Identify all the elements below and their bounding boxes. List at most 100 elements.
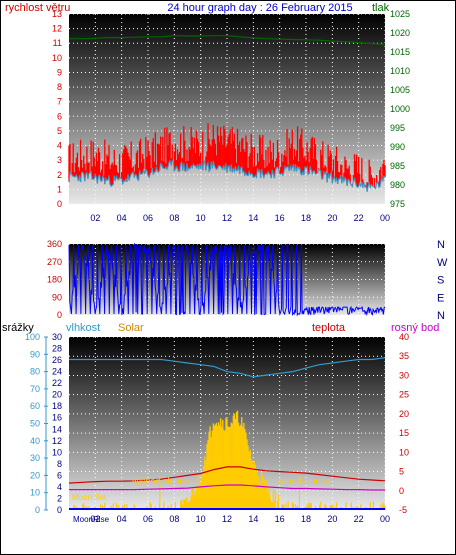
rain-tick-label: 90 xyxy=(30,349,40,359)
rain-tick-label: 70 xyxy=(30,384,40,394)
humidity-tick-label: 16 xyxy=(52,413,62,423)
time-tick-label: 12 xyxy=(222,514,232,524)
rain-tick-label: 0 xyxy=(35,505,40,515)
pressure-tick-label: 990 xyxy=(390,142,405,152)
pressure-tick-label: 1010 xyxy=(390,66,410,76)
time-tick-label: 16 xyxy=(275,514,285,524)
sunset-label: západ slunce xyxy=(277,476,330,486)
time-tick-label: 14 xyxy=(248,213,258,223)
pressure-tick-label: 1025 xyxy=(390,9,410,19)
humidity-tick-label: 10 xyxy=(52,447,62,457)
wind-tick-label: 9 xyxy=(57,67,62,77)
rain-tick-label: 30 xyxy=(30,453,40,463)
humidity-tick-label: 8 xyxy=(57,459,62,469)
wind-average-line xyxy=(68,159,386,192)
humidity-axis-label: vlhkost xyxy=(66,322,100,334)
direction-tick-label: 180 xyxy=(47,275,62,285)
compass-label: W xyxy=(437,257,448,269)
humidity-tick-label: 0 xyxy=(57,505,62,515)
time-tick-label: 06 xyxy=(143,514,153,524)
time-tick-label: 18 xyxy=(301,213,311,223)
time-tick-label: 22 xyxy=(354,213,364,223)
temperature-tick-label: 25 xyxy=(399,390,409,400)
time-tick-label: 02 xyxy=(90,514,100,524)
temperature-tick-label: -5 xyxy=(399,505,407,515)
pressure-line xyxy=(69,35,386,45)
wind-tick-label: 7 xyxy=(57,97,62,107)
pressure-tick-label: 1005 xyxy=(390,85,410,95)
solar-axis-label: Solar xyxy=(118,322,144,334)
wind-tick-label: 8 xyxy=(57,82,62,92)
temperature-tick-label: 20 xyxy=(399,409,409,419)
rain-tick-label: 10 xyxy=(30,488,40,498)
rain-tick-label: 20 xyxy=(30,470,40,480)
humidity-tick-label: 14 xyxy=(52,424,62,434)
wind-tick-label: 6 xyxy=(57,111,62,121)
time-tick-label: 20 xyxy=(327,213,337,223)
rain-axis-label: srážky xyxy=(2,322,34,334)
wind-axis-label: rychlost větru xyxy=(5,2,70,14)
rain-tick-label: 60 xyxy=(30,401,40,411)
humidity-tick-label: 4 xyxy=(57,482,62,492)
humidity-line xyxy=(69,357,386,378)
grid-layer xyxy=(69,13,386,511)
pressure-tick-label: 1015 xyxy=(390,47,410,57)
series-layer xyxy=(68,35,386,510)
pressure-tick-label: 975 xyxy=(390,199,405,209)
rain-tick-label: 80 xyxy=(30,367,40,377)
humidity-tick-label: 24 xyxy=(52,367,62,377)
time-tick-label: 14 xyxy=(248,514,258,524)
direction-tick-label: 90 xyxy=(52,292,62,302)
pressure-tick-label: 1020 xyxy=(390,28,410,38)
wind-tick-label: 12 xyxy=(52,24,62,34)
pressure-tick-label: 995 xyxy=(390,123,405,133)
temperature-tick-label: 10 xyxy=(399,447,409,457)
time-tick-label: 10 xyxy=(196,514,206,524)
temperature-tick-label: 30 xyxy=(399,370,409,380)
time-tick-label: 22 xyxy=(354,514,364,524)
tick-labels-layer: 0123456789101112139759809859909951000100… xyxy=(25,9,448,524)
compass-label: N xyxy=(437,239,445,251)
time-tick-label: 02 xyxy=(90,213,100,223)
rain-tick-label: 100 xyxy=(25,332,40,342)
compass-label: S xyxy=(437,275,444,287)
time-tick-label: 20 xyxy=(327,514,337,524)
humidity-tick-label: 28 xyxy=(52,344,62,354)
temperature-line xyxy=(68,466,386,484)
humidity-tick-label: 6 xyxy=(57,470,62,480)
wind-tick-label: 4 xyxy=(57,141,62,151)
time-tick-label: 08 xyxy=(169,213,179,223)
wind-tick-label: 1 xyxy=(57,184,62,194)
pressure-axis-label: tlak xyxy=(372,2,390,14)
wind-tick-label: 11 xyxy=(53,38,62,48)
wind-tick-label: 2 xyxy=(57,170,62,180)
humidity-tick-label: 22 xyxy=(52,378,62,388)
wind-tick-label: 0 xyxy=(57,199,62,209)
humidity-tick-label: 2 xyxy=(57,493,62,503)
humidity-tick-label: 26 xyxy=(52,355,62,365)
dewpoint-axis-label: rosný bod xyxy=(391,322,439,334)
compass-label: N xyxy=(437,310,445,322)
compass-label: E xyxy=(437,292,444,304)
temperature-tick-label: 40 xyxy=(399,332,409,342)
direction-tick-label: 0 xyxy=(57,310,62,320)
time-tick-label: 18 xyxy=(301,514,311,524)
temperature-axis-label: teplota xyxy=(312,322,346,334)
moonrise-label: MoonRise xyxy=(73,515,110,524)
pressure-tick-label: 1000 xyxy=(390,104,410,114)
temperature-tick-label: 15 xyxy=(399,428,409,438)
wind-tick-label: 5 xyxy=(57,126,62,136)
time-tick-label: 00 xyxy=(380,514,390,524)
rain-tick-label: 50 xyxy=(30,419,40,429)
wind-tick-label: 10 xyxy=(52,53,62,63)
humidity-tick-label: 18 xyxy=(52,401,62,411)
chart-title: 24 hour graph day : 26 February 2015 xyxy=(167,2,352,14)
humidity-tick-label: 30 xyxy=(52,332,62,342)
moon-set-label: Moon Set xyxy=(72,493,107,502)
time-tick-label: 04 xyxy=(117,213,127,223)
humidity-tick-label: 12 xyxy=(52,436,62,446)
pressure-tick-label: 980 xyxy=(390,180,405,190)
temperature-tick-label: 35 xyxy=(399,351,409,361)
wind-tick-label: 13 xyxy=(52,9,62,19)
